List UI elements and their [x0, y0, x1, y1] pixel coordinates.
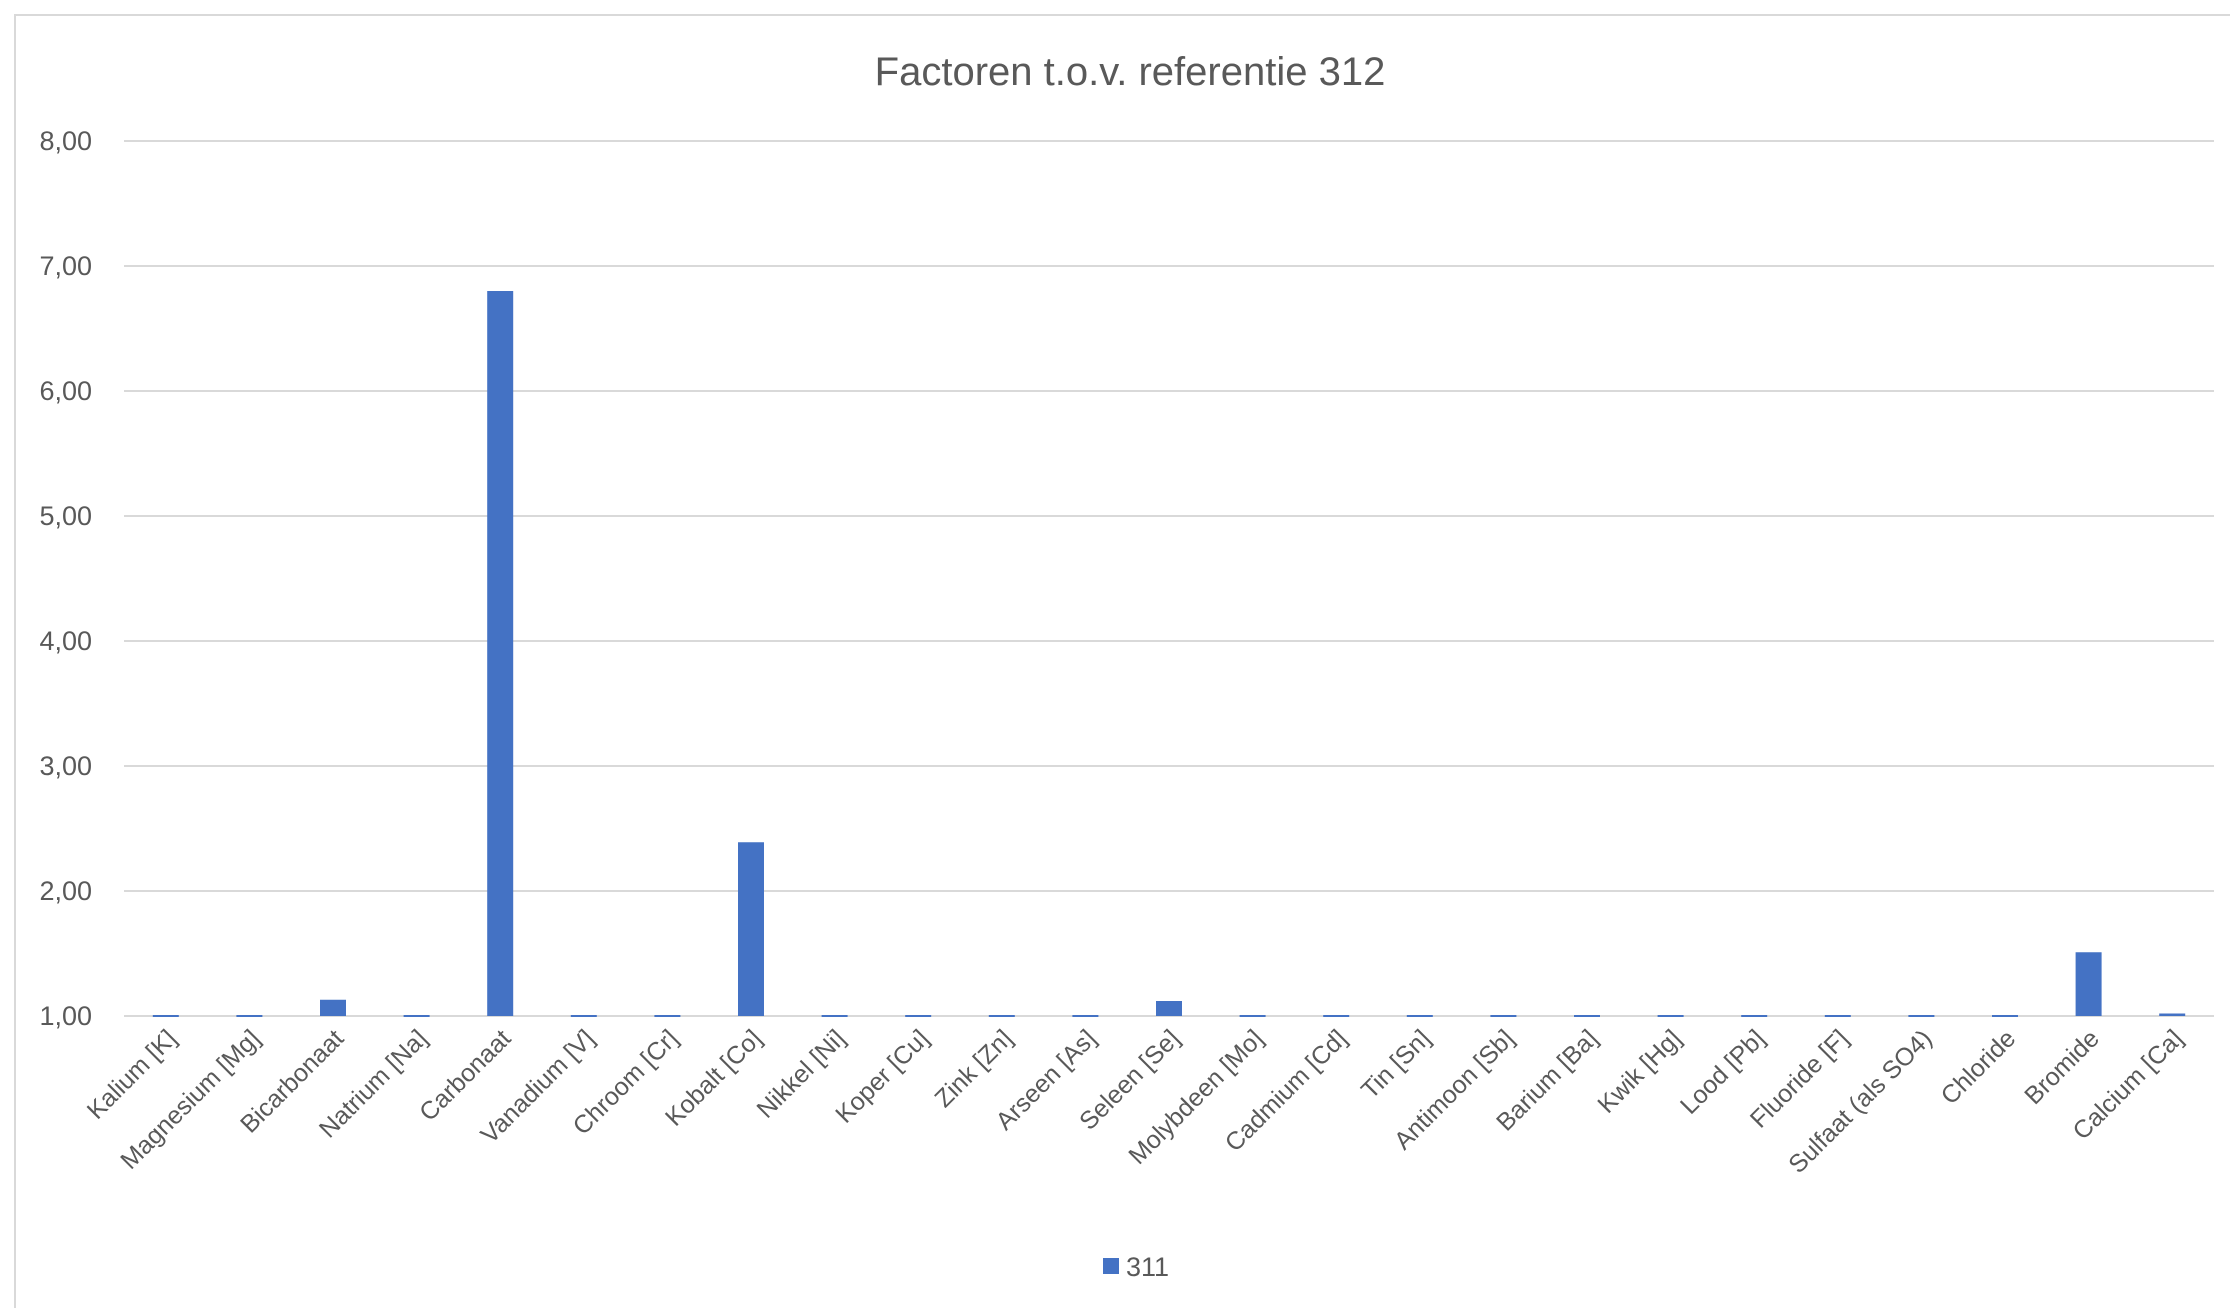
y-tick-label: 7,00: [39, 251, 92, 281]
bar: [988, 1015, 1015, 1017]
bar: [1156, 1001, 1182, 1016]
legend: 311: [1103, 1252, 1169, 1282]
y-tick-label: 1,00: [39, 1001, 92, 1031]
x-tick-label: Zink [Zn]: [929, 1024, 1018, 1113]
x-tick-label: Bromide: [2019, 1024, 2105, 1110]
bar: [1741, 1015, 1768, 1017]
bar: [1824, 1015, 1851, 1017]
x-axis-ticks: Kalium [K]Magnesium [Mg]BicarbonaatNatri…: [82, 1024, 2189, 1178]
bar: [1657, 1015, 1684, 1017]
y-tick-label: 5,00: [39, 501, 92, 531]
x-tick-label: Sulfaat (als SO4): [1783, 1024, 1937, 1178]
bar: [1490, 1015, 1517, 1017]
bar: [905, 1015, 932, 1017]
y-axis-ticks: 1,00 2,00 3,00 4,00 5,00 6,00 7,00 8,00: [39, 126, 92, 1031]
gridlines: [124, 140, 2214, 1017]
bar: [1992, 1015, 2018, 1017]
bar: [654, 1015, 681, 1017]
bar: [1574, 1015, 1600, 1017]
bar: [1072, 1015, 1099, 1017]
chart-title: Factoren t.o.v. referentie 312: [875, 50, 1386, 94]
y-tick-label: 8,00: [39, 126, 92, 156]
bar: [821, 1015, 848, 1017]
chart-frame: [14, 14, 2230, 1308]
bar: [1239, 1015, 1266, 1017]
bar: [2075, 952, 2102, 1016]
y-tick-label: 2,00: [39, 876, 92, 906]
bar: [320, 999, 346, 1016]
bar: [1323, 1015, 1350, 1017]
bar: [570, 1015, 597, 1017]
bar: [1908, 1015, 1935, 1017]
x-tick-label: Magnesium [Mg]: [115, 1024, 265, 1174]
x-tick-label: Tin [Sn]: [1356, 1024, 1436, 1104]
bar: [403, 1015, 430, 1017]
legend-swatch: [1103, 1258, 1119, 1274]
y-tick-label: 4,00: [39, 626, 92, 656]
y-tick-label: 3,00: [39, 751, 92, 781]
bar: [487, 291, 514, 1016]
x-tick-label: Chloride: [1936, 1024, 2022, 1110]
bars: [152, 291, 2186, 1017]
bar: [1406, 1015, 1433, 1017]
x-tick-label: Kwik [Hg]: [1592, 1024, 1686, 1118]
bar: [738, 842, 764, 1016]
legend-label-311: 311: [1126, 1252, 1169, 1282]
bar: [236, 1015, 263, 1017]
bar: [152, 1015, 179, 1017]
y-tick-label: 6,00: [39, 376, 92, 406]
bar: [2159, 1013, 2186, 1016]
